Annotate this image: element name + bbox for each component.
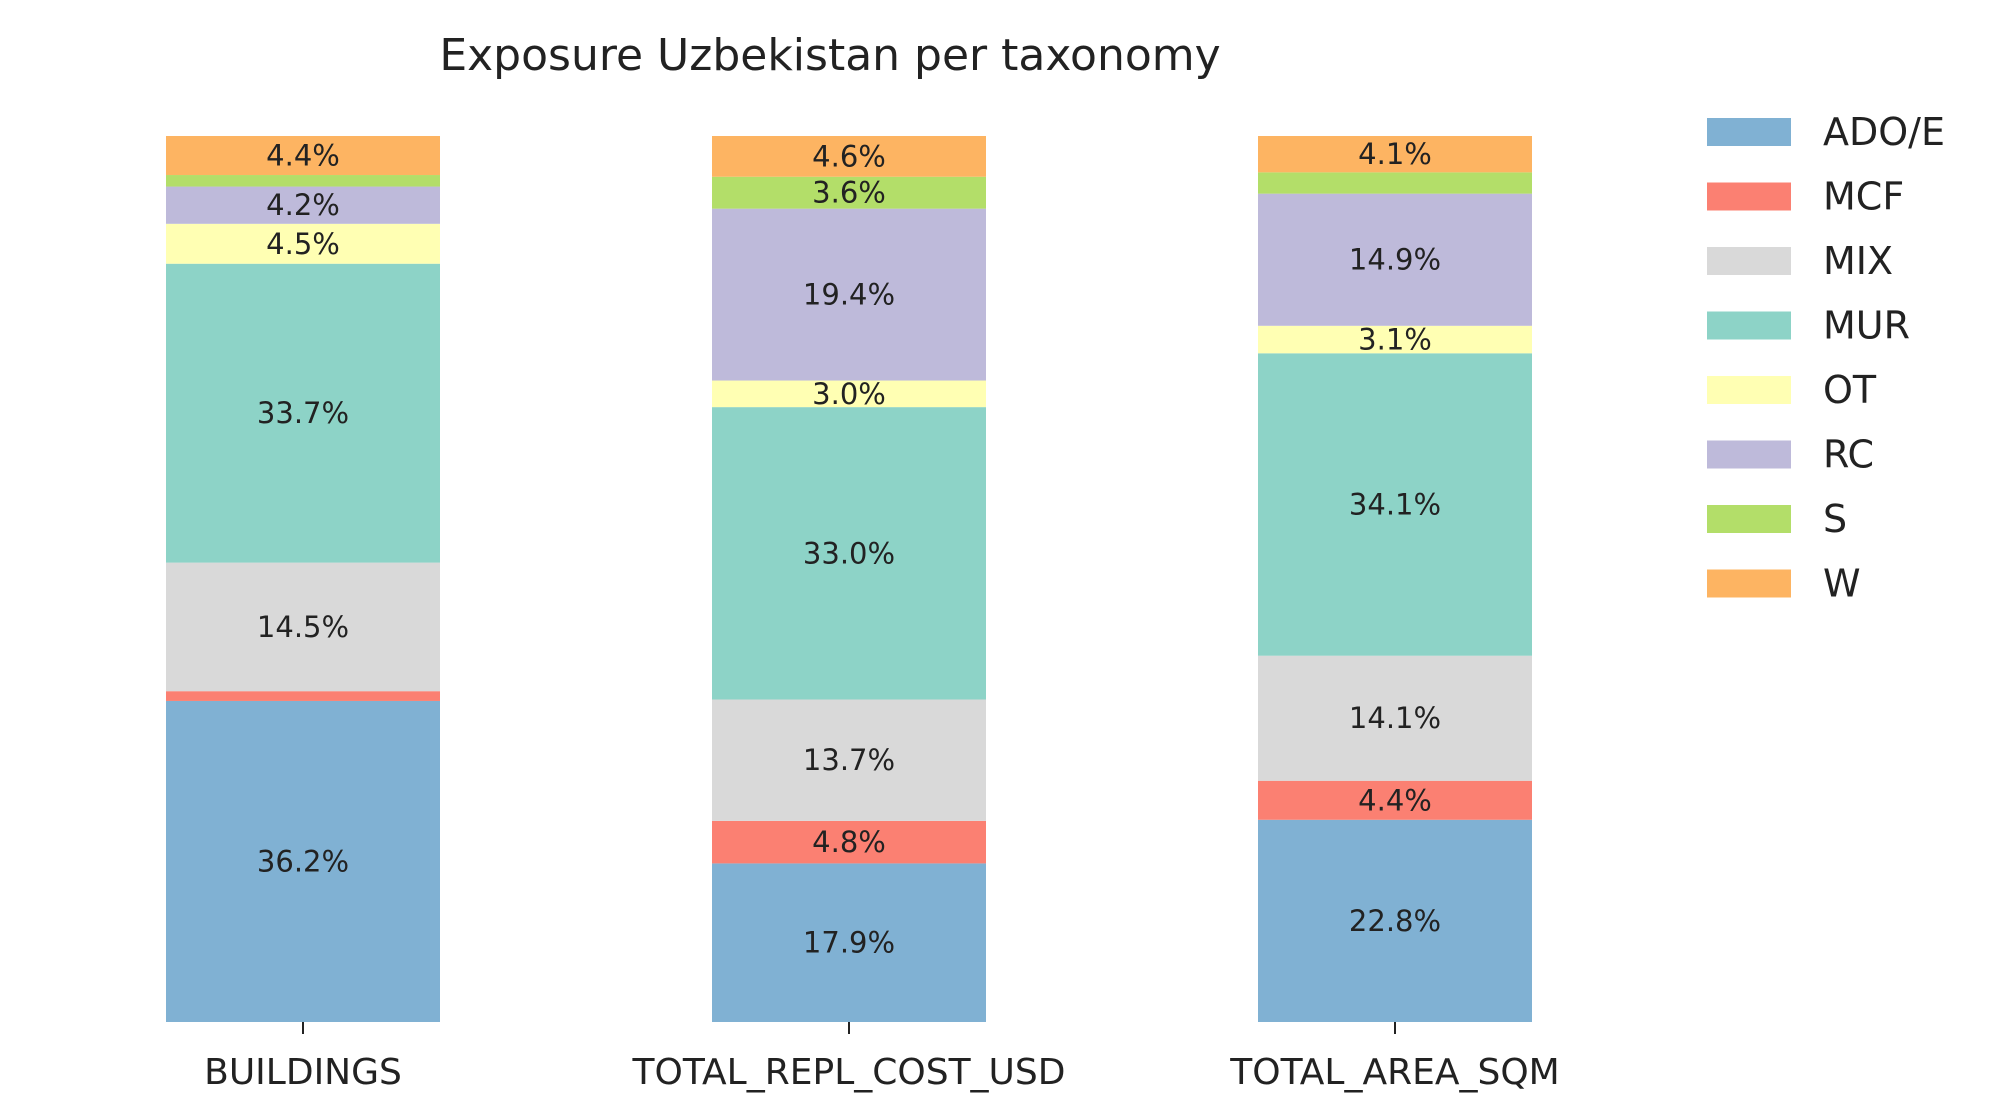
- bar-segment-s-total-repl-cost-usd: [712, 176, 986, 209]
- bar-segment-w-total-repl-cost-usd: [712, 136, 986, 177]
- bar-segment-mix-buildings: [166, 562, 440, 692]
- legend-swatch: [1707, 118, 1791, 146]
- legend-swatch: [1707, 182, 1791, 211]
- bar-segment-rc-buildings: [166, 186, 440, 224]
- legend-swatch: [1707, 569, 1791, 598]
- chart-title: Exposure Uzbekistan per taxonomy: [439, 30, 1220, 81]
- bar-segment-mur-buildings: [166, 263, 440, 563]
- bar-segment-s-total-area-sqm: [1258, 172, 1532, 194]
- data-label: 4.2%: [266, 188, 340, 222]
- data-label: 3.0%: [812, 377, 886, 411]
- data-label: 22.8%: [1349, 904, 1441, 938]
- bar-segment-rc-total-repl-cost-usd: [712, 208, 986, 381]
- bar-segment-ot-buildings: [166, 223, 440, 264]
- bar-segment-w-total-area-sqm: [1258, 136, 1532, 173]
- data-label: 3.1%: [1358, 323, 1432, 357]
- data-label: 3.6%: [812, 176, 886, 210]
- bar-segment-ado-e-buildings: [166, 700, 440, 1022]
- legend-swatch: [1707, 505, 1791, 533]
- bar-segment-ado-e-total-area-sqm: [1258, 819, 1532, 1022]
- bar-segment-ot-total-repl-cost-usd: [712, 380, 986, 408]
- legend-swatch: [1707, 440, 1791, 469]
- data-label: 33.0%: [803, 536, 895, 570]
- bar-segment-mcf-total-repl-cost-usd: [712, 820, 986, 864]
- data-label: 13.7%: [803, 743, 895, 777]
- legend-swatch: [1707, 311, 1791, 340]
- data-label: 14.5%: [257, 610, 349, 644]
- bar-segment-mur-total-repl-cost-usd: [712, 407, 986, 700]
- x-tick-label: TOTAL_AREA_SQM: [1229, 1052, 1559, 1093]
- legend-entry: MIX: [1823, 239, 1893, 283]
- bar-segment-mcf-buildings: [166, 691, 440, 701]
- bar-segment-mur-total-area-sqm: [1258, 353, 1532, 656]
- data-label: 19.4%: [803, 278, 895, 312]
- bar-segment-mix-total-repl-cost-usd: [712, 699, 986, 821]
- legend-entry: ADO/E: [1823, 110, 1945, 154]
- bar-segment-rc-total-area-sqm: [1258, 193, 1532, 326]
- legend-entry: W: [1823, 562, 1861, 606]
- x-tick-label: BUILDINGS: [204, 1052, 402, 1093]
- legend-swatch: [1707, 247, 1791, 275]
- x-axis: BUILDINGS TOTAL_REPL_COST_USD TOTAL_AREA_S…: [204, 1022, 1560, 1093]
- legend-entry: OT: [1823, 368, 1877, 412]
- legend-entry: RC: [1823, 433, 1874, 477]
- x-tick-label: TOTAL_REPL_COST_USD: [632, 1052, 1066, 1093]
- data-label: 4.6%: [812, 139, 886, 173]
- legend-entry: MCF: [1823, 175, 1904, 219]
- legend-swatch: [1707, 376, 1791, 404]
- data-label: 34.1%: [1349, 488, 1441, 522]
- data-label: 33.7%: [257, 396, 349, 430]
- bar-segment-ot-total-area-sqm: [1258, 325, 1532, 354]
- data-label: 4.8%: [812, 825, 886, 859]
- bar-segment-mcf-total-area-sqm: [1258, 780, 1532, 820]
- data-label: 17.9%: [803, 926, 895, 960]
- bar-stacks: 36.2% 14.5% 33.7% 4.5% 4.2% 4.4% 17.9% 4.8% 13.7…: [166, 136, 1532, 1022]
- bar-segment-ado-e-total-repl-cost-usd: [712, 863, 986, 1022]
- data-label: 36.2%: [257, 844, 349, 878]
- data-label: 14.9%: [1349, 243, 1441, 277]
- bar-segment-mix-total-area-sqm: [1258, 655, 1532, 781]
- data-label: 4.4%: [1358, 783, 1432, 817]
- data-label: 4.5%: [266, 227, 340, 261]
- legend: ADO/E MCF MIX MUR OT RC SW: [1707, 110, 1945, 606]
- legend-entry: MUR: [1823, 304, 1910, 348]
- data-label: 4.4%: [266, 139, 340, 173]
- bar-segment-s-buildings: [166, 175, 440, 187]
- data-label: 14.1%: [1349, 701, 1441, 735]
- legend-entry: S: [1823, 497, 1847, 541]
- data-label: 4.1%: [1358, 137, 1432, 171]
- bar-segment-w-buildings: [166, 136, 440, 176]
